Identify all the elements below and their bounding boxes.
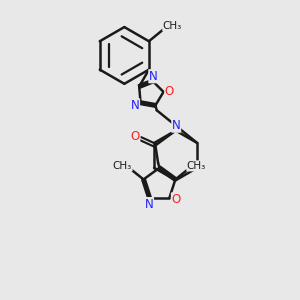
Text: O: O	[130, 130, 140, 143]
Text: CH₃: CH₃	[187, 161, 206, 171]
Text: N: N	[131, 99, 140, 112]
Text: N: N	[149, 70, 158, 83]
Text: N: N	[145, 198, 153, 211]
Text: N: N	[172, 119, 181, 132]
Text: CH₃: CH₃	[113, 161, 132, 171]
Text: O: O	[165, 85, 174, 98]
Text: CH₃: CH₃	[163, 21, 182, 31]
Text: O: O	[171, 193, 181, 206]
